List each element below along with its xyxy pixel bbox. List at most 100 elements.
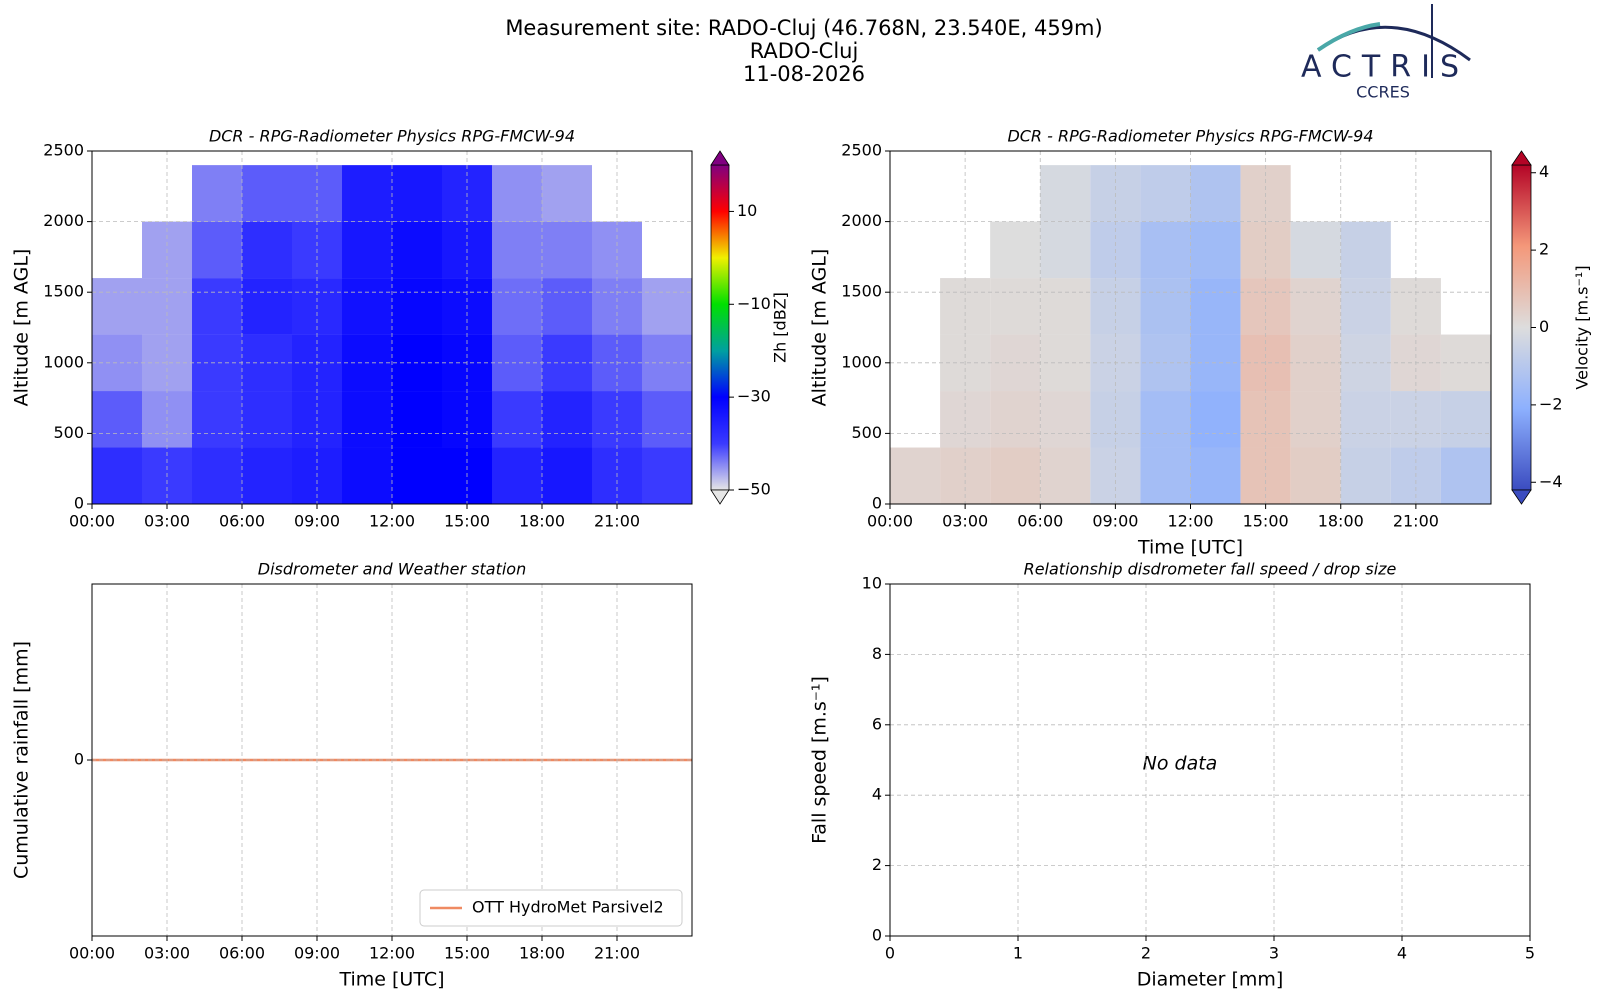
y-tick-label: 1500	[841, 282, 882, 301]
heat-cell	[1190, 391, 1241, 448]
panel-title: DCR - RPG-Radiometer Physics RPG-FMCW-94	[1007, 127, 1373, 146]
x-tick-label: 0	[885, 944, 895, 963]
heat-cell	[1290, 447, 1341, 504]
heat-cell	[492, 447, 542, 504]
y-tick-label: 8	[872, 644, 882, 663]
y-tick-label: 0	[872, 926, 882, 945]
heat-cell	[1190, 278, 1241, 335]
heat-cell	[1040, 391, 1091, 448]
x-tick-label: 06:00	[219, 512, 265, 531]
colorbar	[710, 164, 730, 491]
figure-title: Measurement site: RADO-Cluj (46.768N, 23…	[505, 16, 1102, 40]
heat-cell	[342, 391, 392, 448]
heat-cell	[192, 278, 242, 335]
heat-cell	[192, 391, 242, 448]
heat-cell	[1140, 278, 1191, 335]
x-tick-label: 00:00	[867, 512, 913, 531]
heat-cell	[342, 165, 392, 222]
x-axis-label: Time [UTC]	[338, 969, 444, 991]
heat-cell	[1140, 447, 1191, 504]
colorbar-tick-label: −10	[737, 294, 771, 313]
heat-cell	[92, 278, 142, 335]
logo-name: ACTRIS	[1301, 50, 1469, 85]
y-tick-label: 4	[872, 785, 882, 804]
heat-cell	[92, 391, 142, 448]
x-tick-label: 03:00	[144, 512, 190, 531]
heat-cell	[1040, 165, 1091, 222]
logo-arc-accent	[1316, 22, 1381, 52]
heat-cell	[492, 391, 542, 448]
heat-cell	[392, 447, 442, 504]
x-tick-label: 12:00	[369, 512, 415, 531]
heat-cell	[1340, 447, 1391, 504]
colorbar-extend-top	[710, 150, 730, 166]
colorbar-extend-top	[1511, 150, 1532, 166]
heat-cell	[192, 165, 242, 222]
x-axis-label: Time [UTC]	[1137, 537, 1243, 559]
heat-cell	[990, 447, 1041, 504]
heat-cell	[1290, 221, 1341, 279]
heat-cell	[1140, 221, 1191, 279]
heat-cell	[342, 278, 392, 335]
heat-cell	[1040, 221, 1091, 279]
x-tick-label: 5	[1525, 944, 1535, 963]
legend: OTT HydroMet Parsivel2	[419, 889, 683, 927]
heat-cell	[542, 278, 592, 335]
axes-frame	[889, 150, 1492, 505]
y-tick-label: 10	[862, 574, 882, 593]
colorbar-label: Zh [dBZ]	[771, 292, 790, 363]
heat-cell	[990, 278, 1041, 335]
heat-cell	[1440, 447, 1491, 504]
heat-cell	[1040, 278, 1091, 335]
colorbar-tick-label: −30	[737, 387, 771, 406]
x-tick-label: 09:00	[294, 512, 340, 531]
x-tick-label: 06:00	[1017, 512, 1063, 531]
heat-cell	[990, 221, 1041, 279]
axes-frame	[91, 150, 693, 505]
y-tick-label: 1500	[43, 282, 84, 301]
x-tick-label: 00:00	[69, 944, 115, 963]
colorbar-tick-label: −4	[1539, 472, 1563, 491]
y-tick-label: 2500	[841, 141, 882, 160]
x-tick-label: 21:00	[594, 944, 640, 963]
y-axis-label: Fall speed [m.s⁻¹]	[809, 676, 831, 844]
heat-cell	[242, 447, 292, 504]
x-tick-label: 4	[1397, 944, 1407, 963]
heat-cell	[242, 165, 292, 222]
heat-cell	[192, 447, 242, 504]
heat-cell	[1190, 447, 1241, 504]
y-tick-label: 0	[872, 494, 882, 513]
x-tick-label: 03:00	[144, 944, 190, 963]
panel-title: Disdrometer and Weather station	[258, 560, 526, 579]
axes-frame	[889, 583, 1531, 937]
heat-cell	[642, 391, 692, 448]
y-tick-label: 1000	[841, 352, 882, 371]
x-tick-label: 18:00	[519, 512, 565, 531]
y-tick-label: 2500	[43, 141, 84, 160]
colorbar-tick-label: 0	[1539, 317, 1549, 336]
x-tick-label: 15:00	[444, 944, 490, 963]
x-axis-label: Diameter [mm]	[1137, 969, 1284, 991]
colorbar	[1511, 164, 1532, 491]
heat-cell	[392, 165, 442, 222]
y-tick-label: 1000	[43, 352, 84, 371]
heat-cell	[342, 447, 392, 504]
heat-cell	[1340, 221, 1391, 279]
y-tick-label: 6	[872, 714, 882, 733]
x-tick-label: 09:00	[1092, 512, 1138, 531]
y-axis-label: Altitude [m AGL]	[809, 249, 831, 407]
heat-cell	[890, 447, 941, 504]
x-tick-label: 1	[1013, 944, 1023, 963]
panel: −50 −30 −10 10 Zh [dBZ] 00:00 03:00 06:00 09:00 1…	[11, 127, 790, 531]
y-tick-label: 2000	[841, 211, 882, 230]
heat-cell	[242, 221, 292, 279]
y-tick-label: 2	[872, 855, 882, 874]
heat-cell	[542, 447, 592, 504]
heat-cell	[392, 278, 442, 335]
x-tick-label: 03:00	[942, 512, 988, 531]
heat-cell	[542, 221, 592, 279]
figure-subtitle: RADO-Cluj	[750, 39, 859, 63]
x-tick-label: 06:00	[219, 944, 265, 963]
y-tick-label: 2000	[43, 211, 84, 230]
